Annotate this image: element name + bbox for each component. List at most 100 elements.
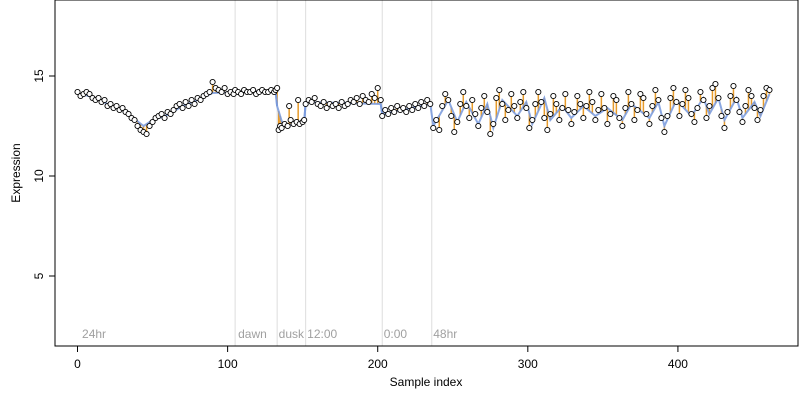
data-point	[344, 100, 351, 108]
data-point	[302, 100, 309, 108]
data-point	[523, 104, 530, 112]
data-point	[721, 124, 728, 132]
data-point	[502, 116, 509, 124]
data-point	[131, 116, 138, 124]
data-point	[475, 122, 482, 130]
data-point	[520, 88, 527, 96]
data-point	[676, 112, 683, 120]
data-point	[308, 98, 315, 106]
data-point	[442, 90, 449, 98]
data-point	[167, 110, 174, 118]
data-point	[457, 100, 464, 108]
data-point	[685, 94, 692, 102]
data-point	[403, 108, 410, 116]
data-point	[697, 88, 704, 96]
y-tick-label: 15	[32, 69, 46, 83]
data-point	[571, 108, 578, 116]
data-point	[460, 88, 467, 96]
data-point	[598, 90, 605, 98]
data-point	[439, 102, 446, 110]
data-point	[418, 98, 425, 106]
data-point	[745, 86, 752, 94]
data-point	[427, 100, 434, 108]
data-point	[284, 122, 291, 130]
data-point	[499, 100, 506, 108]
data-point	[532, 100, 539, 108]
data-point	[311, 94, 318, 102]
x-tick-label: 300	[518, 357, 538, 371]
data-point	[670, 84, 677, 92]
region-label: 12:00	[307, 327, 337, 341]
data-point	[86, 90, 93, 98]
data-point	[619, 122, 626, 130]
data-point	[610, 92, 617, 100]
data-point	[568, 120, 575, 128]
y-axis-title: Expression	[9, 143, 23, 202]
data-point	[592, 116, 599, 124]
data-point	[421, 102, 428, 110]
data-point	[433, 116, 440, 124]
data-point	[700, 96, 707, 104]
x-tick-label: 400	[668, 357, 688, 371]
data-point	[368, 90, 375, 98]
data-point	[586, 88, 593, 96]
data-point	[149, 118, 156, 126]
data-point	[535, 88, 542, 96]
region-label: dusk	[279, 327, 305, 341]
data-point	[703, 114, 710, 122]
data-point	[496, 86, 503, 94]
data-point	[286, 102, 293, 110]
region-dividers	[234, 0, 433, 346]
data-point	[385, 110, 392, 118]
data-point	[526, 124, 533, 132]
data-point	[469, 96, 476, 104]
data-point	[323, 104, 330, 112]
data-point	[757, 106, 764, 114]
region-label: 48hr	[433, 327, 457, 341]
data-point	[158, 110, 165, 118]
data-point	[601, 104, 608, 112]
data-point	[607, 110, 614, 118]
data-point	[562, 90, 569, 98]
data-point	[724, 108, 731, 116]
data-point	[736, 108, 743, 116]
data-point	[595, 106, 602, 114]
data-point	[754, 116, 761, 124]
data-point	[365, 98, 372, 106]
data-point	[359, 92, 366, 100]
data-point	[176, 100, 183, 108]
region-labels: 24hr dawn dusk 12:00 0:00 48hr	[82, 327, 457, 341]
data-point	[221, 84, 228, 92]
data-point	[406, 102, 413, 110]
data-point	[751, 104, 758, 112]
data-point	[658, 114, 665, 122]
data-point	[589, 98, 596, 106]
data-point	[113, 102, 120, 110]
data-point	[529, 116, 536, 124]
fit-line	[429, 93, 771, 132]
data-point	[400, 104, 407, 112]
data-point	[634, 106, 641, 114]
data-point	[649, 102, 656, 110]
y-axis: 5 10 15	[32, 69, 56, 279]
data-point	[559, 104, 566, 112]
data-point	[301, 116, 308, 124]
data-point	[739, 118, 746, 126]
data-point	[274, 84, 281, 92]
data-point	[538, 98, 545, 106]
data-point	[161, 114, 168, 122]
data-point	[466, 114, 473, 122]
data-point	[170, 106, 177, 114]
data-point	[185, 102, 192, 110]
data-point	[143, 130, 150, 138]
data-point	[655, 96, 662, 104]
data-points	[74, 78, 773, 138]
data-point	[412, 100, 419, 108]
data-point	[727, 92, 734, 100]
data-point	[463, 102, 470, 110]
data-point	[356, 100, 363, 108]
data-point	[382, 106, 389, 114]
data-point	[107, 100, 114, 108]
data-point	[628, 100, 635, 108]
data-point	[547, 110, 554, 118]
